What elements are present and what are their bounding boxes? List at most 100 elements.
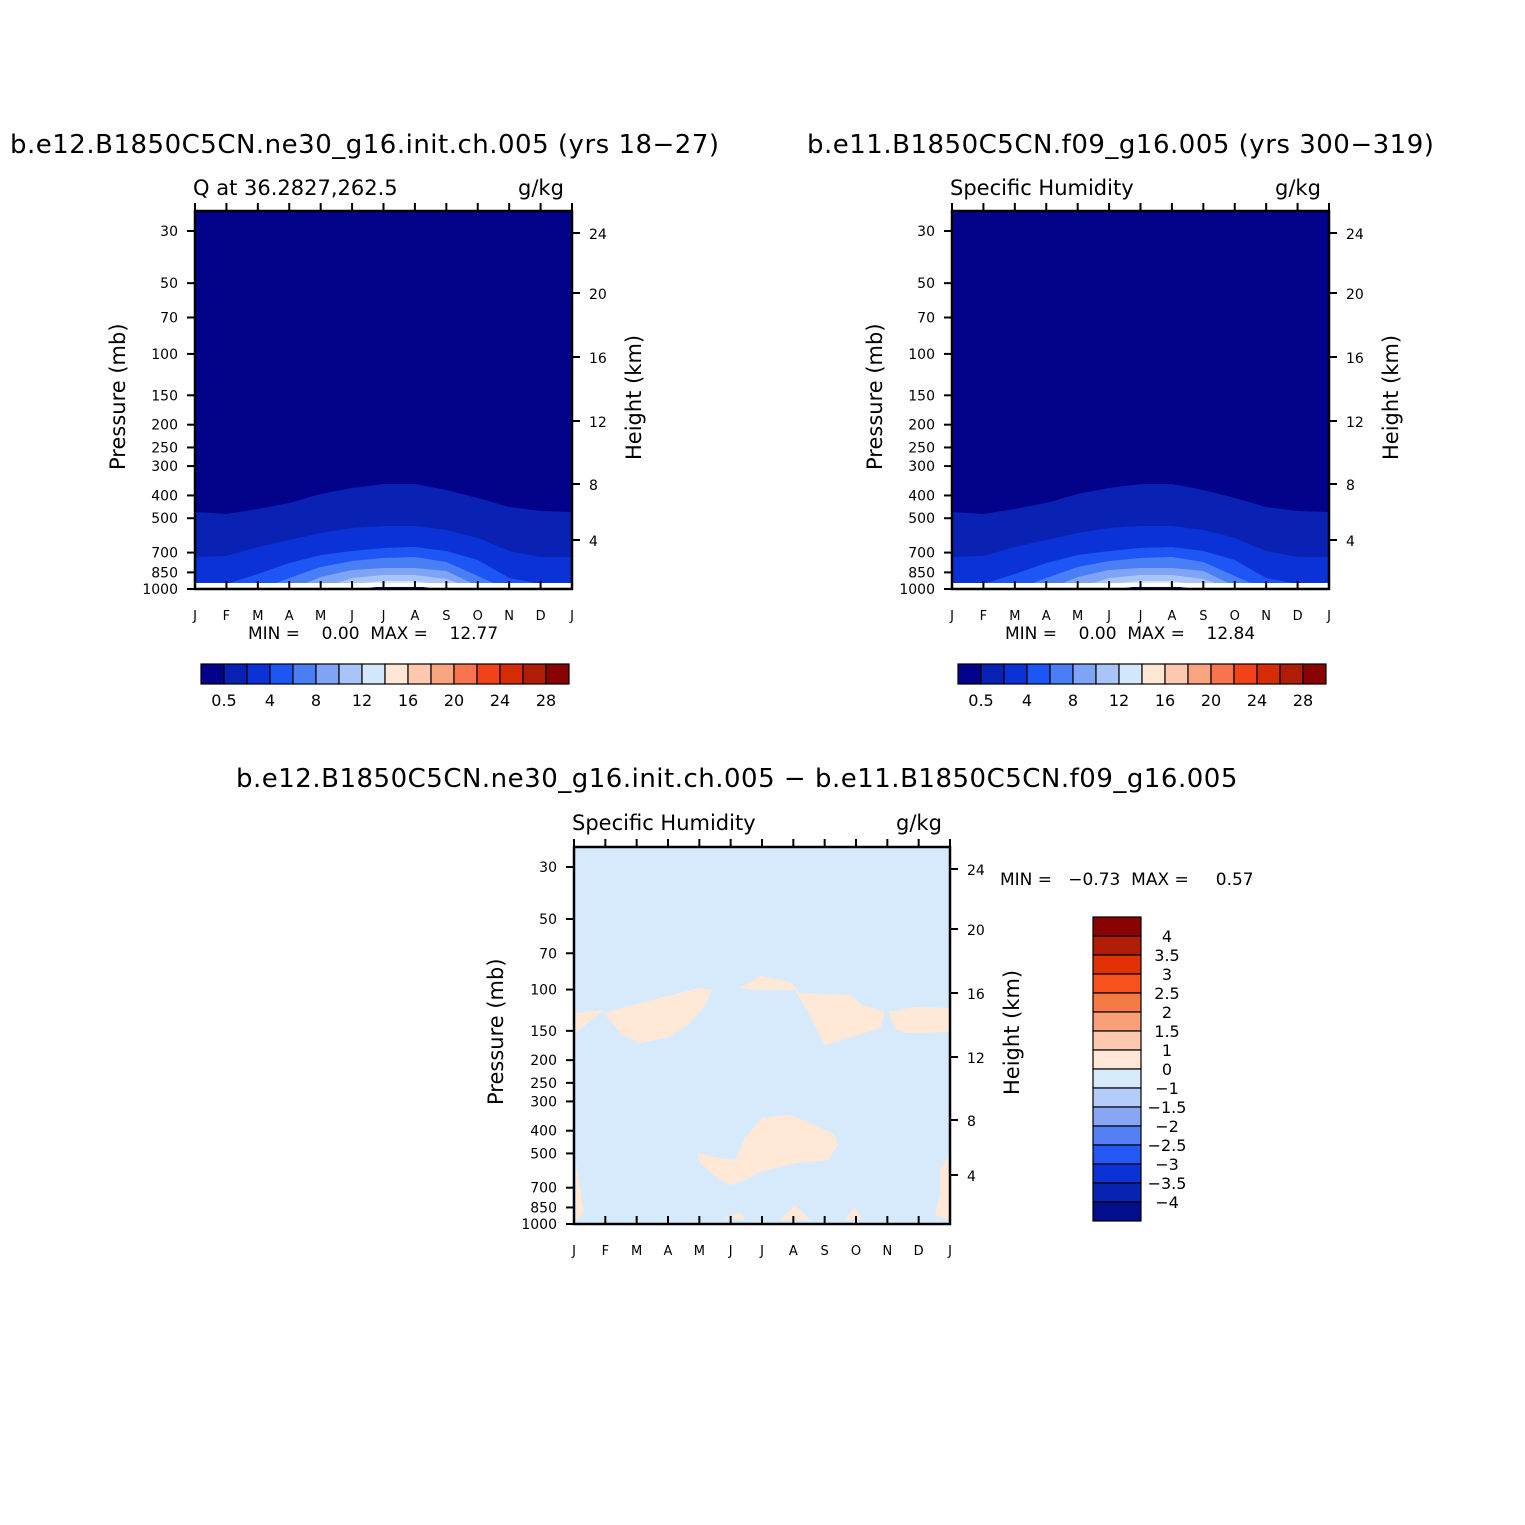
xtick-label-2: M <box>1009 609 1020 624</box>
xtick-label-0: J <box>571 1244 576 1259</box>
colorbar-0-box-2 <box>246 663 271 685</box>
ytick-label-250: 250 <box>151 440 178 456</box>
colorbar-2-box-5 <box>1092 1011 1142 1032</box>
ytick-label-50: 50 <box>539 912 557 928</box>
xtick-label-8: S <box>442 609 450 624</box>
ytick-label-70: 70 <box>160 311 178 327</box>
ytick-label-50: 50 <box>160 276 178 292</box>
colorbar-2-box-0 <box>1092 916 1142 937</box>
diff-positive-region-1 <box>604 988 712 1043</box>
colorbar-2-box-7 <box>1092 1049 1142 1070</box>
colorbar-1-label-1: 4 <box>1022 691 1032 710</box>
ytick-right-label-4: 4 <box>1346 534 1355 550</box>
colorbar-0-label-4: 16 <box>398 691 418 710</box>
ytick-label-150: 150 <box>908 388 935 404</box>
colorbar-0-box-11 <box>453 663 478 685</box>
panel-b-title: b.e11.B1850C5CN.f09_g16.005 (yrs 300−319… <box>807 130 1435 160</box>
panel-a-minmax: MIN = 0.00 MAX = 12.77 <box>248 624 499 644</box>
ytick-label-300: 300 <box>908 459 935 475</box>
colorbar-2-label-6: 1 <box>1162 1041 1172 1060</box>
ytick-label-50: 50 <box>917 276 935 292</box>
xtick-label-1: F <box>980 609 987 624</box>
colorbar-1-label-6: 24 <box>1247 691 1267 710</box>
colorbar-2-box-3 <box>1092 973 1142 994</box>
colorbar-0-label-3: 12 <box>352 691 372 710</box>
colorbar-1: 0.5 4 8 12 16 20 24 28 <box>957 663 1327 710</box>
colorbar-1-box-5 <box>1072 663 1097 685</box>
colorbar-0-box-8 <box>384 663 409 685</box>
ytick-right-label-12: 12 <box>1346 415 1364 431</box>
ytick-label-150: 150 <box>151 388 178 404</box>
colorbar-2-box-4 <box>1092 992 1142 1013</box>
panel-diff-title: b.e12.B1850C5CN.ne30_g16.init.ch.005 − b… <box>236 764 1238 794</box>
ytick-right-label-12: 12 <box>589 415 607 431</box>
xtick-label-5: J <box>1106 609 1111 624</box>
colorbar-2-label-13: −3.5 <box>1148 1174 1187 1193</box>
colorbar-1-label-7: 28 <box>1293 691 1313 710</box>
xtick-label-2: M <box>631 1244 642 1259</box>
colorbar-2-label-1: 3.5 <box>1154 946 1179 965</box>
ytick-right-label-4: 4 <box>589 534 598 550</box>
colorbar-1-box-2 <box>1003 663 1028 685</box>
colorbar-2-label-7: 0 <box>1162 1060 1172 1079</box>
colorbar-1-box-15 <box>1302 663 1327 685</box>
colorbar-1-label-5: 20 <box>1201 691 1221 710</box>
colorbar-0-box-13 <box>499 663 524 685</box>
xtick-label-11: D <box>536 609 546 624</box>
xtick-label-4: M <box>1072 609 1083 624</box>
ytick-label-500: 500 <box>908 511 935 527</box>
ytick-label-1000: 1000 <box>899 582 935 598</box>
ytick-label-100: 100 <box>151 347 178 363</box>
ytick-right-label-16: 16 <box>967 987 985 1003</box>
xtick-label-5: J <box>728 1244 733 1259</box>
panel-b-units: g/kg <box>1275 176 1321 200</box>
plot-2-frame <box>572 845 952 1226</box>
colorbar-0-box-15 <box>545 663 570 685</box>
colorbar-2-box-11 <box>1092 1125 1142 1146</box>
colorbar-2-box-10 <box>1092 1106 1142 1127</box>
colorbar-1-box-13 <box>1256 663 1281 685</box>
colorbar-0-box-3 <box>269 663 294 685</box>
colorbar-2-box-12 <box>1092 1144 1142 1165</box>
colorbar-2-label-2: 3 <box>1162 965 1172 984</box>
colorbar-0-box-12 <box>476 663 501 685</box>
ytick-right-label-24: 24 <box>967 863 985 879</box>
colorbar-0-box-1 <box>223 663 248 685</box>
xtick-label-0: J <box>192 609 197 624</box>
diff-positive-region-4 <box>576 1163 584 1220</box>
diff-positive-region-5 <box>697 1115 838 1185</box>
ytick-right-label-12: 12 <box>967 1051 985 1067</box>
colorbar-2-box-14 <box>1092 1182 1142 1203</box>
ytick-label-100: 100 <box>530 983 557 999</box>
ytick-right-label-24: 24 <box>1346 227 1364 243</box>
colorbar-2-label-5: 1.5 <box>1154 1022 1179 1041</box>
ytick-label-200: 200 <box>151 418 178 434</box>
panel-diff-units: g/kg <box>896 811 942 835</box>
colorbar-1-box-4 <box>1049 663 1074 685</box>
ytick-label-70: 70 <box>917 311 935 327</box>
diff-positive-region-7 <box>780 1205 810 1220</box>
colorbar-1-box-3 <box>1026 663 1051 685</box>
colorbar-1-box-14 <box>1279 663 1304 685</box>
colorbar-1-box-6 <box>1095 663 1120 685</box>
ytick-label-500: 500 <box>151 511 178 527</box>
colorbar-1-label-3: 12 <box>1109 691 1129 710</box>
ytick-label-500: 500 <box>530 1146 557 1162</box>
colorbar-2-label-12: −3 <box>1155 1155 1179 1174</box>
xtick-label-6: J <box>1138 609 1143 624</box>
colorbar-0-box-0 <box>200 663 225 685</box>
xtick-label-9: O <box>851 1244 861 1259</box>
ytick-label-200: 200 <box>530 1053 557 1069</box>
colorbar-2-label-10: −2 <box>1155 1117 1179 1136</box>
colorbar-2-label-8: −1 <box>1155 1079 1179 1098</box>
colorbar-1-box-8 <box>1141 663 1166 685</box>
colorbar-2-box-6 <box>1092 1030 1142 1051</box>
panel-diff-minmax: MIN = −0.73 MAX = 0.57 <box>1000 870 1254 890</box>
ytick-label-400: 400 <box>151 488 178 504</box>
diff-positive-region-0 <box>575 1010 604 1033</box>
ytick-label-100: 100 <box>908 347 935 363</box>
colorbar-1-box-12 <box>1233 663 1258 685</box>
plot-1-field <box>952 211 1329 590</box>
